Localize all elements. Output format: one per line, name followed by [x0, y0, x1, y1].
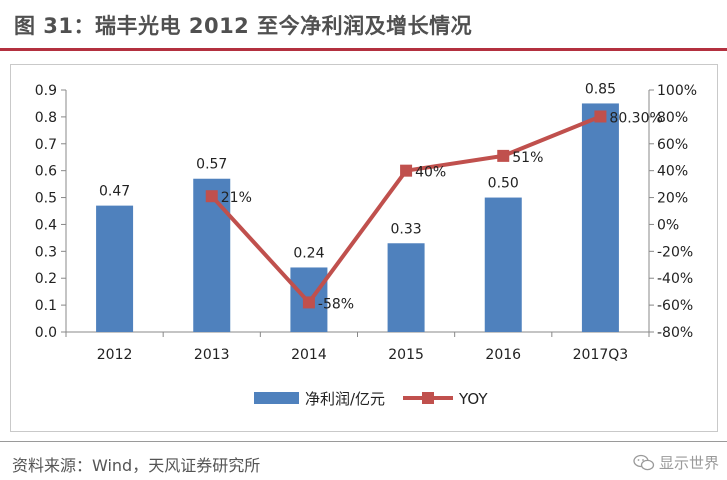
yoy-marker: [302, 296, 315, 309]
bar: [96, 205, 134, 332]
y-right-tick-label: 40%: [657, 164, 688, 180]
y-right-tick-label: -80%: [657, 325, 693, 341]
bar: [484, 197, 522, 332]
x-tick-label: 2016: [485, 347, 521, 363]
bar-value-label: 0.33: [390, 221, 421, 237]
title-divider: [0, 48, 727, 51]
x-tick-label: 2017Q3: [573, 347, 629, 363]
y-left-tick-label: 0.7: [35, 137, 57, 153]
net-profit-chart: 0.0 0.1 0.2 0.3 0.4 0.5 0.6 0.7 0.8 0.9 -80% -60% -4…: [35, 81, 697, 408]
y-left-tick-label: 0.6: [35, 164, 57, 180]
bar: [193, 178, 231, 332]
y-left-tick-label: 0.0: [35, 325, 57, 341]
yoy-marker: [205, 190, 218, 203]
y-left-tick-label: 0.1: [35, 298, 57, 314]
bar: [387, 243, 425, 332]
legend-label-yoy: YOY: [458, 390, 488, 408]
y-right-tick-label: 80%: [657, 110, 688, 126]
bar-value-label: 0.57: [196, 157, 227, 173]
yoy-value-label: 51%: [512, 150, 543, 166]
bar-value-label: 0.24: [293, 245, 324, 261]
y-right-tick-label: -20%: [657, 244, 693, 260]
wechat-icon: [633, 454, 655, 470]
yoy-marker: [497, 149, 510, 162]
figure-title: 图 31：瑞丰光电 2012 至今净利润及增长情况: [14, 14, 473, 38]
y-right-tick-label: -60%: [657, 298, 693, 314]
chart-container: 0.0 0.1 0.2 0.3 0.4 0.5 0.6 0.7 0.8 0.9 -80% -60% -4…: [10, 64, 718, 432]
legend-label-bar: 净利润/亿元: [305, 390, 385, 408]
y-left-tick-label: 0.3: [35, 244, 57, 260]
yoy-value-label: 80.30%: [609, 110, 662, 126]
y-right-tick-label: -40%: [657, 271, 693, 287]
bar-value-label: 0.85: [585, 81, 616, 97]
bar-value-label: 0.47: [99, 184, 130, 200]
legend-marker-yoy: [422, 392, 434, 404]
y-right-tick-label: 60%: [657, 137, 688, 153]
y-left-tick-label: 0.8: [35, 110, 57, 126]
y-right-tick-label: 0%: [657, 217, 679, 233]
yoy-marker: [400, 164, 413, 177]
yoy-value-label: -58%: [318, 296, 354, 312]
yoy-marker: [594, 110, 607, 123]
y-right-tick-label: 20%: [657, 191, 688, 207]
footer-divider: [0, 441, 727, 442]
x-tick-label: 2012: [97, 347, 133, 363]
bar-value-label: 0.50: [488, 176, 519, 192]
watermark: 显示世界: [633, 452, 719, 473]
x-tick-label: 2014: [291, 347, 327, 363]
x-tick-label: 2013: [194, 347, 230, 363]
y-left-tick-label: 0.9: [35, 83, 57, 99]
bar: [581, 103, 619, 332]
source-note: 资料来源：Wind，天风证券研究所: [12, 456, 261, 475]
watermark-text: 显示世界: [658, 454, 719, 472]
legend-swatch-bar: [254, 392, 299, 404]
yoy-value-label: 40%: [415, 165, 446, 181]
y-left-tick-label: 0.5: [35, 191, 57, 207]
y-left-tick-label: 0.2: [35, 271, 57, 287]
yoy-value-label: 21%: [221, 190, 252, 206]
x-tick-label: 2015: [388, 347, 424, 363]
y-right-tick-label: 100%: [657, 83, 697, 99]
y-left-tick-label: 0.4: [35, 217, 57, 233]
